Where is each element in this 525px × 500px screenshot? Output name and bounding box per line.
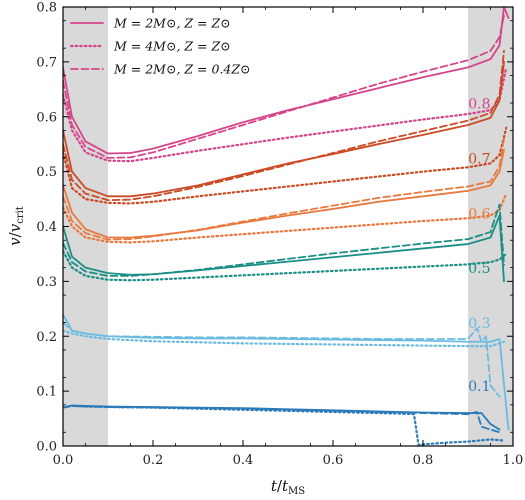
legend-label: M = 2M⊙, Z = 0.4Z⊙ bbox=[113, 62, 251, 77]
series-curves bbox=[63, 7, 510, 446]
legend: M = 2M⊙, Z = Z⊙ M = 4M⊙, Z = Z⊙ M = 2M⊙, Z… bbox=[69, 16, 251, 77]
series-line-0.6-solid bbox=[63, 148, 505, 239]
y-axis-label: v/vcrit bbox=[6, 206, 26, 246]
series-line-0.6-dashed bbox=[63, 137, 505, 241]
y-tick-label: 0.5 bbox=[36, 165, 57, 180]
axis-ticks: 0.0 0.2 0.4 0.6 0.8 1.00.00.10.20.30.40.50.60… bbox=[36, 1, 523, 469]
legend-label: M = 2M⊙, Z = Z⊙ bbox=[113, 16, 231, 31]
y-tick-label: 0.3 bbox=[36, 275, 57, 290]
x-tick-label: 0.0 bbox=[53, 453, 74, 468]
series-line-0.3-dotted bbox=[63, 329, 506, 348]
x-tick-label: 0.8 bbox=[413, 453, 434, 468]
x-tick-label: 0.6 bbox=[323, 453, 344, 468]
curve-label-0.8: 0.8 bbox=[468, 97, 490, 113]
series-line-0.7-dotted bbox=[63, 126, 508, 205]
shaded-region-1 bbox=[468, 7, 513, 446]
y-tick-label: 0.6 bbox=[36, 110, 57, 125]
curve-labels: 0.8 0.7 0.6 0.5 0.3 0.1 bbox=[468, 97, 490, 396]
y-tick-label: 0.0 bbox=[36, 440, 57, 455]
curve-label-0.3: 0.3 bbox=[468, 316, 490, 332]
series-line-0.1-dotted bbox=[63, 404, 506, 446]
series-line-0.8-dashed bbox=[63, 14, 505, 159]
series-line-0.6-dotted bbox=[63, 192, 508, 244]
x-axis-label: t/tMS bbox=[271, 477, 305, 497]
shaded-region-0 bbox=[63, 7, 108, 446]
curve-label-0.6: 0.6 bbox=[468, 206, 490, 222]
y-tick-label: 0.4 bbox=[36, 220, 57, 235]
series-line-0.3-dashed bbox=[63, 321, 501, 398]
series-line-0.5-dashed bbox=[63, 203, 505, 277]
x-tick-label: 1.0 bbox=[503, 453, 524, 468]
series-line-0.7-dashed bbox=[63, 50, 505, 202]
series-line-0.1-solid bbox=[63, 404, 501, 431]
series-line-0.7-solid bbox=[63, 60, 505, 198]
curve-label-0.7: 0.7 bbox=[468, 151, 490, 167]
curve-label-0.5: 0.5 bbox=[468, 261, 490, 277]
series-line-0.5-dotted bbox=[63, 250, 508, 282]
y-tick-label: 0.7 bbox=[36, 55, 57, 70]
series-line-0.8-dotted bbox=[63, 66, 508, 163]
y-tick-label: 0.8 bbox=[36, 1, 57, 16]
curve-label-0.1: 0.1 bbox=[468, 379, 490, 395]
shaded-regions bbox=[63, 7, 513, 446]
series-line-0.8-solid bbox=[63, 7, 510, 155]
y-tick-label: 0.1 bbox=[36, 385, 57, 400]
legend-label: M = 4M⊙, Z = Z⊙ bbox=[113, 39, 231, 54]
x-tick-label: 0.2 bbox=[143, 453, 164, 468]
x-tick-label: 0.4 bbox=[233, 453, 254, 468]
y-tick-label: 0.2 bbox=[36, 330, 57, 345]
series-line-0.5-solid bbox=[63, 214, 505, 283]
